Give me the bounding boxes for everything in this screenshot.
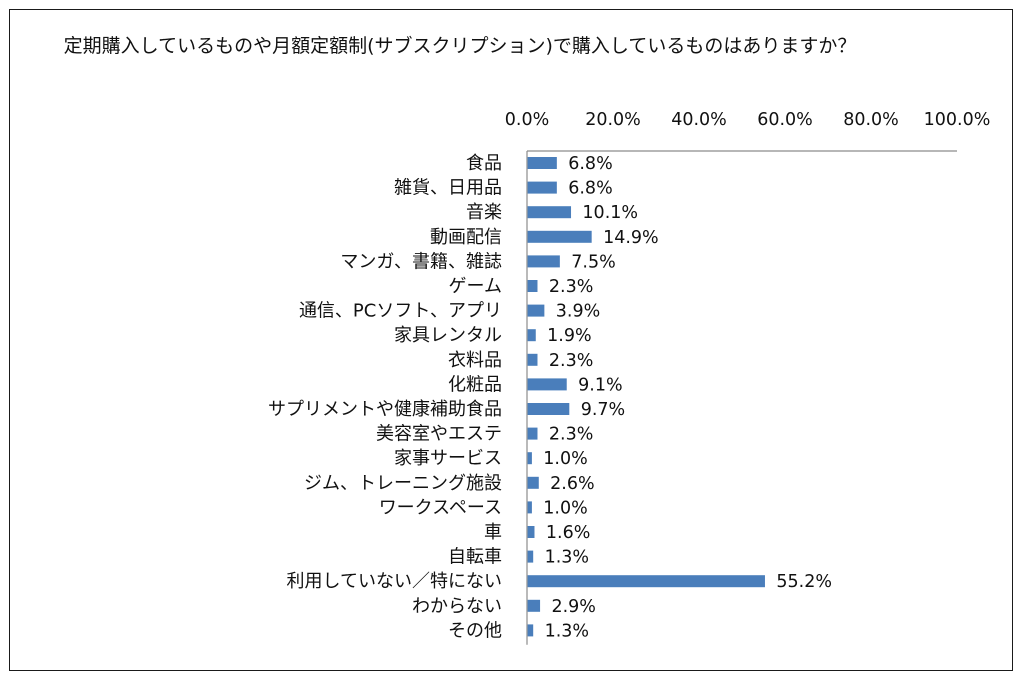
category-label: 雑貨、日用品 bbox=[394, 178, 502, 199]
category-label: 動画配信 bbox=[430, 227, 502, 248]
x-tick-label: 100.0% bbox=[924, 110, 991, 130]
bar bbox=[527, 501, 532, 514]
category-label: サプリメントや健康補助食品 bbox=[268, 399, 502, 420]
category-label: ジム、トレーニング施設 bbox=[304, 473, 502, 494]
data-label: 7.5% bbox=[571, 252, 615, 272]
data-label: 1.3% bbox=[545, 548, 589, 568]
bar bbox=[527, 206, 572, 219]
bar bbox=[527, 230, 592, 243]
bar bbox=[527, 329, 536, 342]
data-label: 1.3% bbox=[545, 621, 589, 641]
data-label: 2.3% bbox=[549, 351, 593, 371]
data-label: 3.9% bbox=[556, 302, 600, 322]
data-label: 6.8% bbox=[568, 154, 612, 174]
data-label: 2.3% bbox=[549, 425, 593, 445]
category-label: 音楽 bbox=[466, 202, 502, 223]
data-labels: 6.8% 6.8% 10.1% 14.9% 7.5% 2.3% 3.9% 1.9% 2.3% 9.… bbox=[543, 154, 832, 641]
category-label: 家具レンタル bbox=[394, 325, 502, 346]
category-label: その他 bbox=[448, 620, 502, 641]
bar bbox=[527, 575, 765, 588]
category-label: 自転車 bbox=[448, 547, 502, 568]
axis-layer bbox=[526, 150, 957, 645]
category-label: ゲーム bbox=[449, 276, 502, 297]
data-label: 1.9% bbox=[547, 326, 591, 346]
category-label: 家事サービス bbox=[394, 448, 502, 469]
category-labels: 食品雑貨、日用品音楽動画配信マンガ、書籍、雑誌ゲーム通信、PCソフト、アプリ家具… bbox=[268, 153, 502, 641]
category-label: 衣料品 bbox=[448, 350, 502, 371]
bar bbox=[527, 353, 538, 366]
category-label: 化粧品 bbox=[448, 374, 502, 395]
data-label: 1.0% bbox=[543, 449, 587, 469]
category-label: 利用していない／特にない bbox=[287, 571, 502, 592]
category-label: マンガ、書籍、雑誌 bbox=[340, 251, 502, 272]
data-label: 14.9% bbox=[603, 228, 659, 248]
x-tick-label: 60.0% bbox=[757, 110, 813, 130]
data-label: 55.2% bbox=[776, 572, 832, 592]
x-tick-label: 0.0% bbox=[505, 110, 549, 130]
bar bbox=[527, 526, 535, 538]
data-label: 6.8% bbox=[568, 179, 612, 199]
x-tick-label: 20.0% bbox=[585, 110, 641, 130]
bar-series bbox=[527, 157, 765, 637]
category-label: ワークスペース bbox=[379, 497, 502, 518]
bar bbox=[527, 452, 532, 465]
category-label: 車 bbox=[484, 522, 502, 543]
data-label: 2.6% bbox=[550, 474, 594, 494]
bar bbox=[527, 304, 545, 317]
category-label: 食品 bbox=[466, 153, 502, 174]
bar bbox=[527, 403, 570, 415]
x-tick-label: 80.0% bbox=[843, 110, 899, 130]
bar bbox=[527, 599, 541, 612]
data-label: 9.7% bbox=[581, 400, 625, 420]
data-label: 9.1% bbox=[578, 375, 622, 395]
data-label: 1.6% bbox=[546, 523, 590, 543]
data-label: 2.9% bbox=[551, 597, 595, 617]
chart-title: 定期購入しているものや月額定額制(サブスクリプション)で購入しているものはありま… bbox=[63, 35, 857, 57]
bar bbox=[527, 255, 560, 268]
bar bbox=[527, 550, 534, 563]
data-label: 10.1% bbox=[582, 203, 638, 223]
bar bbox=[527, 157, 557, 169]
bar bbox=[527, 427, 538, 440]
chart-frame bbox=[9, 9, 1013, 671]
bar bbox=[527, 476, 539, 489]
bar bbox=[527, 181, 557, 194]
bar bbox=[527, 378, 567, 391]
category-label: 美容室やエステ bbox=[376, 424, 502, 445]
category-label: 通信、PCソフト、アプリ bbox=[299, 301, 502, 322]
data-label: 2.3% bbox=[549, 277, 593, 297]
category-label: わからない bbox=[412, 596, 502, 617]
bar bbox=[527, 624, 534, 637]
data-label: 1.0% bbox=[543, 498, 587, 518]
x-tick-label: 40.0% bbox=[671, 110, 727, 130]
x-tick-labels: 0.0% 20.0% 40.0% 60.0% 80.0% 100.0% bbox=[505, 110, 991, 130]
bar bbox=[527, 280, 538, 292]
